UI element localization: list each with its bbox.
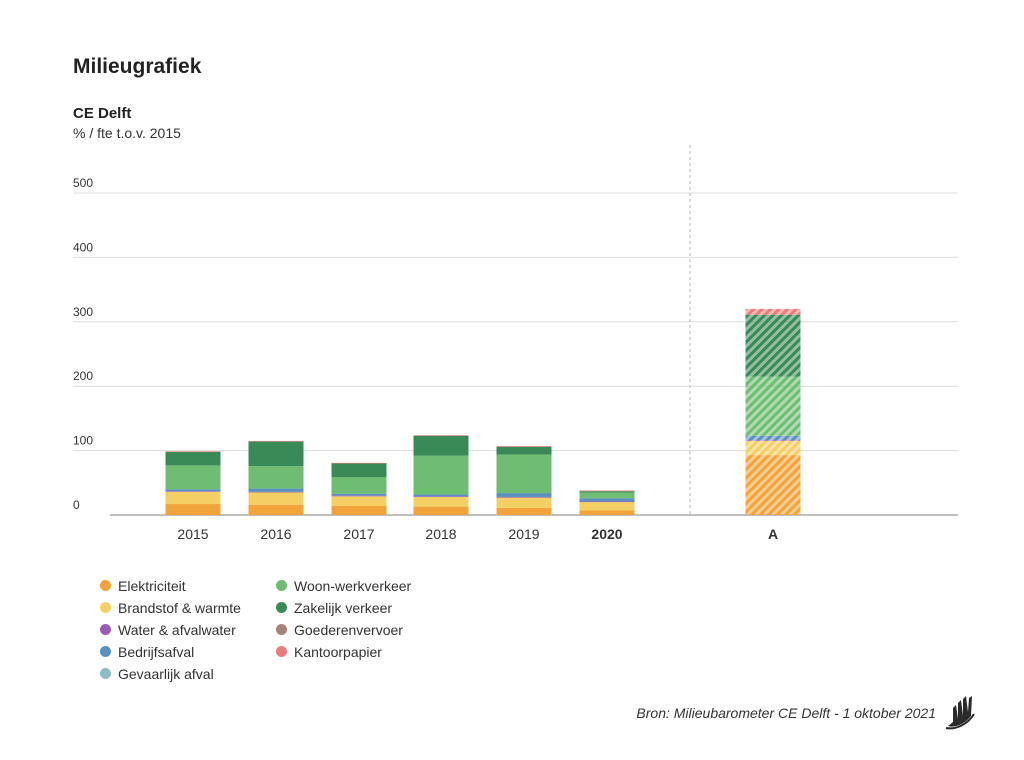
bar-segment-A-water-afvalwater	[745, 440, 801, 441]
bar-segment-2015-water-afvalwater	[165, 491, 221, 492]
bar-segment-2020-woon-werkverkeer	[579, 492, 635, 499]
bar-segment-2015-kantoorpapier	[165, 451, 221, 452]
bar-segment-2019-bedrijfsafval	[496, 493, 552, 497]
bar-segment-2016-woon-werkverkeer	[248, 466, 304, 489]
bar-segment-2016-water-afvalwater	[248, 491, 304, 493]
legend-label: Woon-werkverkeer	[294, 577, 412, 594]
legend-color-dot	[276, 602, 287, 613]
bar-segment-2019-zakelijk-verkeer	[496, 446, 552, 455]
bar-segment-2018-water-afvalwater	[413, 496, 469, 497]
legend-label: Zakelijk verkeer	[294, 599, 393, 616]
bar-segment-2020-zakelijk-verkeer	[579, 491, 635, 493]
bar-segment-2017-bedrijfsafval	[331, 493, 387, 496]
bar-segment-2015-bedrijfsafval	[165, 489, 221, 492]
bar-segment-2017-elektriciteit	[331, 505, 387, 515]
bar-segment-2016-kantoorpapier	[248, 440, 304, 442]
legend-item: Water & afvalwater	[100, 620, 276, 639]
bar-segment-2018-zakelijk-verkeer	[413, 435, 469, 456]
legend-color-dot	[276, 646, 287, 657]
bar-segment-A-kantoorpapier	[745, 308, 801, 315]
legend-color-dot	[100, 602, 111, 613]
legend-label: Bedrijfsafval	[118, 643, 195, 660]
bar-segment-2017-woon-werkverkeer	[331, 477, 387, 494]
legend-label: Elektriciteit	[118, 577, 186, 594]
bar-segment-2018-kantoorpapier	[413, 435, 469, 436]
bar-segment-2020-bedrijfsafval	[579, 498, 635, 502]
bar-segment-A-elektriciteit	[745, 455, 801, 515]
bar-segment-2016-elektriciteit	[248, 504, 304, 515]
bar-segment-2015-brandstof-warmte	[165, 491, 221, 505]
bar-segment-2017-water-afvalwater	[331, 495, 387, 497]
bar-segment-2020-kantoorpapier	[579, 490, 635, 492]
x-tick-label-2018: 2018	[425, 526, 456, 542]
legend-item: Bedrijfsafval	[100, 642, 276, 661]
bar-segment-2020-brandstof-warmte	[579, 502, 635, 511]
bar-segment-2017-zakelijk-verkeer	[331, 463, 387, 478]
y-axis-unit-label: % / fte t.o.v. 2015	[73, 125, 181, 141]
bar-segment-2017-brandstof-warmte	[331, 496, 387, 506]
legend-label: Goederenvervoer	[294, 621, 403, 638]
legend-item: Elektriciteit	[100, 576, 276, 595]
bar-segment-2018-bedrijfsafval	[413, 494, 469, 497]
bar-segment-2016-zakelijk-verkeer	[248, 441, 304, 467]
legend-label: Water & afvalwater	[118, 621, 236, 638]
x-tick-label-2015: 2015	[177, 526, 208, 542]
legend-label: Brandstof & warmte	[118, 599, 241, 616]
bar-segment-2015-zakelijk-verkeer	[165, 451, 221, 466]
x-tick-label-2017: 2017	[343, 526, 374, 542]
source-note: Bron: Milieubarometer CE Delft - 1 oktob…	[636, 705, 936, 721]
y-tick-label: 300	[73, 305, 93, 319]
bar-segment-2015-elektriciteit	[165, 504, 221, 515]
x-tick-label-2019: 2019	[508, 526, 539, 542]
y-tick-label: 400	[73, 240, 93, 254]
bar-segment-2018-brandstof-warmte	[413, 496, 469, 507]
bar-segment-2020-water-afvalwater	[579, 501, 635, 503]
bars	[165, 308, 801, 515]
bar-segment-A-zakelijk-verkeer	[745, 314, 801, 377]
legend-item: Gevaarlijk afval	[100, 664, 276, 683]
x-tick-label-A: A	[768, 526, 778, 542]
legend-color-dot	[100, 624, 111, 635]
legend-color-dot	[276, 624, 287, 635]
bar-segment-2019-woon-werkverkeer	[496, 454, 552, 494]
bar-segment-2019-water-afvalwater	[496, 496, 552, 498]
milieubarometer-logo-icon	[945, 696, 975, 730]
legend-color-dot	[276, 580, 287, 591]
bar-segment-2018-elektriciteit	[413, 506, 469, 515]
bar-segment-A-bedrijfsafval	[745, 435, 801, 441]
stacked-bar-chart: 0 100 200 300 400 500 2015 2016 2017 2018 2019 202…	[73, 145, 958, 542]
legend-item: Brandstof & warmte	[100, 598, 276, 617]
legend-color-dot	[100, 646, 111, 657]
chart-subtitle: CE Delft	[73, 105, 132, 122]
bar-segment-2019-elektriciteit	[496, 507, 552, 515]
y-tick-label: 0	[73, 498, 80, 512]
legend-color-dot	[100, 580, 111, 591]
x-tick-label-2016: 2016	[260, 526, 291, 542]
legend: Elektriciteit Woon-werkverkeer Brandstof &…	[100, 576, 476, 683]
chart-title: Milieugrafiek	[73, 55, 202, 78]
bar-segment-A-brandstof-warmte	[745, 440, 801, 456]
legend-item: Zakelijk verkeer	[276, 598, 476, 617]
bar-segment-2020-elektriciteit	[579, 510, 635, 515]
x-tick-labels: 2015 2016 2017 2018 2019 2020 A	[177, 526, 778, 542]
bar-segment-2016-bedrijfsafval	[248, 488, 304, 492]
legend-label: Gevaarlijk afval	[118, 665, 214, 682]
bar-segment-2019-brandstof-warmte	[496, 497, 552, 508]
bar-segment-2019-kantoorpapier	[496, 446, 552, 447]
bar-segment-2018-woon-werkverkeer	[413, 455, 469, 495]
legend-item: Woon-werkverkeer	[276, 576, 476, 595]
bar-segment-2016-brandstof-warmte	[248, 492, 304, 505]
legend-item: Kantoorpapier	[276, 642, 476, 661]
bar-segment-2015-woon-werkverkeer	[165, 465, 221, 490]
legend-color-dot	[100, 668, 111, 679]
y-tick-label: 100	[73, 434, 93, 448]
y-tick-labels: 0 100 200 300 400 500	[73, 176, 93, 512]
bar-segment-A-woon-werkverkeer	[745, 376, 801, 436]
y-tick-label: 200	[73, 369, 93, 383]
legend-item: Goederenvervoer	[276, 620, 476, 639]
y-tick-label: 500	[73, 176, 93, 190]
x-tick-label-2020: 2020	[591, 526, 622, 542]
legend-label: Kantoorpapier	[294, 643, 382, 660]
bar-segment-2017-kantoorpapier	[331, 462, 387, 464]
